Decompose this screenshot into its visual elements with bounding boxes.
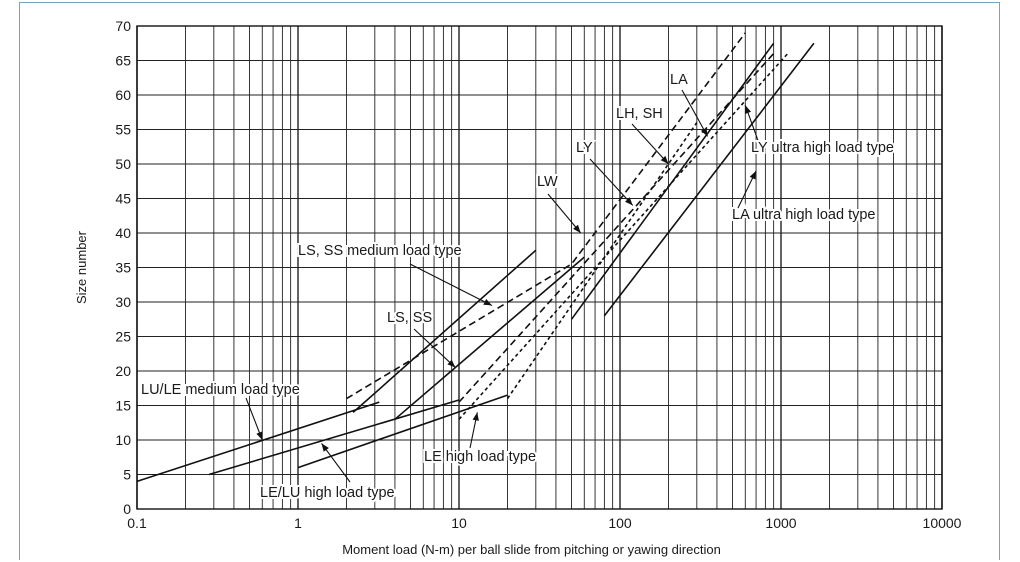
- annotation-arrowhead-ls-ss: [447, 359, 456, 368]
- annotation-arrowhead-le-lu-high-load-type: [321, 443, 329, 452]
- annotation-label-la: LA: [670, 72, 688, 88]
- annotation-arrowhead-la: [700, 127, 708, 137]
- annotation-arrowhead-ly-ultra-high-load-type: [745, 105, 751, 114]
- y-tick-label: 20: [115, 363, 131, 379]
- annotation-label-ly: LY: [576, 140, 593, 156]
- x-tick-label: 10000: [923, 515, 962, 531]
- y-tick-label: 15: [115, 398, 131, 414]
- annotation-arrowhead-la-ultra-high-load-type: [749, 170, 757, 180]
- annotation-label-la-ultra-high-load-type: LA ultra high load type: [732, 207, 876, 223]
- y-tick-label: 5: [123, 467, 131, 483]
- annotation-arrowhead-ls-ss-medium-load-type: [483, 299, 492, 306]
- series-line-lu-le-medium-load-type: [136, 401, 380, 483]
- plot-area-border: [136, 25, 943, 510]
- tick-labels: 0 5 10 15 20 25 30 35 40 45 50 55 60 65 70 0.1 1 10 100 100…: [115, 18, 961, 531]
- series-lines: [136, 32, 815, 483]
- annotation-arrowhead-lw: [573, 224, 581, 233]
- annotation-leader-lw: [547, 193, 582, 234]
- y-tick-label: 50: [115, 156, 131, 172]
- y-tick-label: 55: [115, 122, 131, 138]
- series-line-le-lu-high-load-type: [208, 399, 460, 476]
- x-tick-label: 10: [451, 515, 467, 531]
- x-axis-label: Moment load (N-m) per ball slide from pi…: [342, 542, 721, 557]
- annotation-label-lw: LW: [537, 174, 558, 190]
- annotation-label-le-high-load-type: LE high load type: [424, 449, 536, 465]
- chart-frame: [19, 2, 1000, 560]
- y-tick-label: 40: [115, 225, 131, 241]
- annotation-leader-la: [681, 89, 709, 137]
- series-line-le-high-load-type: [297, 394, 508, 469]
- annotation-label-le-lu-high-load-type: LE/LU high load type: [260, 485, 395, 501]
- annotation-label-ls-ss-medium-load-type: LS, SS medium load type: [298, 243, 462, 259]
- y-tick-label: 45: [115, 191, 131, 207]
- annotation-leader-lh-sh: [631, 123, 669, 165]
- annotation-arrowhead-le-high-load-type: [472, 412, 479, 421]
- annotation-arrowhead-lu-le-medium-load-type: [256, 431, 263, 440]
- y-tick-label: 60: [115, 87, 131, 103]
- series-line-ls-ss: [394, 256, 585, 420]
- series-line-ls-ss-medium-load-type: [352, 249, 537, 413]
- grid: [136, 25, 943, 510]
- annotation-label-lh-sh: LH, SH: [616, 106, 663, 122]
- y-tick-label: 25: [115, 329, 131, 345]
- y-tick-label: 10: [115, 432, 131, 448]
- annotation-leader-ls-ss-medium-load-type: [409, 263, 493, 306]
- x-tick-label: 1: [294, 515, 302, 531]
- annotation-label-ly-ultra-high-load-type: LY ultra high load type: [751, 140, 894, 156]
- y-tick-label: 70: [115, 18, 131, 34]
- series-line-la: [458, 53, 775, 403]
- annotation-arrowhead-ly: [625, 197, 633, 206]
- annotation-leader-ly: [589, 158, 634, 206]
- y-tick-label: 0: [123, 501, 131, 517]
- x-tick-label: 100: [608, 515, 632, 531]
- y-axis-label: Size number: [74, 230, 89, 304]
- x-tick-label: 0.1: [127, 515, 147, 531]
- y-tick-label: 30: [115, 294, 131, 310]
- series-line-ly-ultra-high-load-type: [458, 53, 789, 420]
- annotation-arrowhead-lh-sh: [660, 155, 669, 164]
- series-line-lw: [346, 32, 746, 400]
- y-tick-label: 65: [115, 53, 131, 69]
- annotation-label-lu-le-medium-load-type: LU/LE medium load type: [141, 382, 300, 398]
- series-line-la-ultra-high-load-type: [603, 42, 815, 317]
- x-tick-label: 1000: [765, 515, 796, 531]
- annotation-leader-ls-ss: [413, 328, 456, 368]
- y-tick-label: 35: [115, 260, 131, 276]
- annotation-label-ls-ss: LS, SS: [387, 310, 432, 326]
- annotations: LU/LE medium load type LE/LU high load ty…: [139, 70, 896, 503]
